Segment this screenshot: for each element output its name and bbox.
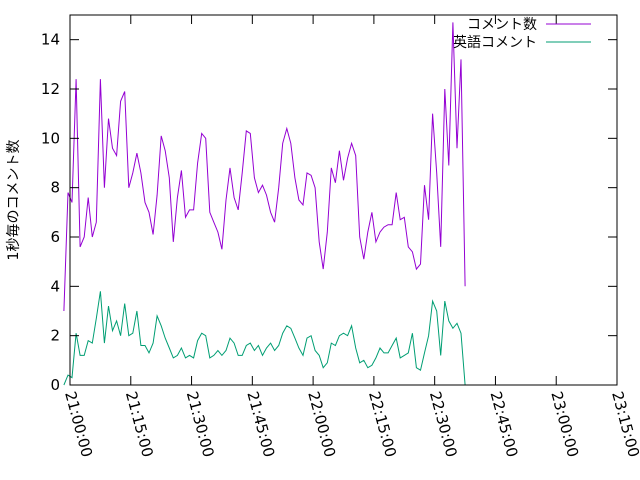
y-tick-label: 0 — [50, 376, 60, 394]
x-tick-label: 22:15:00 — [365, 389, 400, 459]
y-tick-label: 2 — [50, 327, 60, 345]
series-layer — [63, 22, 466, 386]
x-tick-label: 22:30:00 — [426, 389, 461, 459]
x-tick-label: 22:00:00 — [304, 389, 339, 459]
legend-label-1: コメント数 — [467, 17, 537, 33]
plot-border — [69, 14, 618, 386]
y-axis-title: 1秒毎のコメント数 — [6, 140, 22, 261]
legend-label-2: 英語コメント — [453, 34, 537, 51]
axis-layer: 0 2 4 6 8 10 12 14 21:00:00 21:15:00 21:30:00 21:45… — [41, 14, 640, 459]
y-tick-label: 10 — [41, 129, 60, 147]
x-tick-label: 23:00:00 — [547, 389, 582, 459]
series-line-1 — [63, 22, 466, 312]
x-tick-label: 21:00:00 — [61, 389, 96, 459]
y-tick-label: 8 — [50, 179, 60, 197]
y-tick-label: 14 — [41, 31, 60, 49]
x-tick-label: 22:45:00 — [487, 389, 522, 459]
x-tick-label: 21:45:00 — [243, 389, 278, 459]
y-tick-label: 4 — [50, 277, 60, 295]
series-line-2 — [63, 291, 466, 386]
y-tick-label: 12 — [41, 80, 60, 98]
x-tick-label: 21:15:00 — [122, 389, 157, 459]
x-tick-label: 21:30:00 — [183, 389, 218, 459]
y-tick-label: 6 — [50, 228, 60, 246]
x-tick-label: 23:15:00 — [608, 389, 640, 459]
